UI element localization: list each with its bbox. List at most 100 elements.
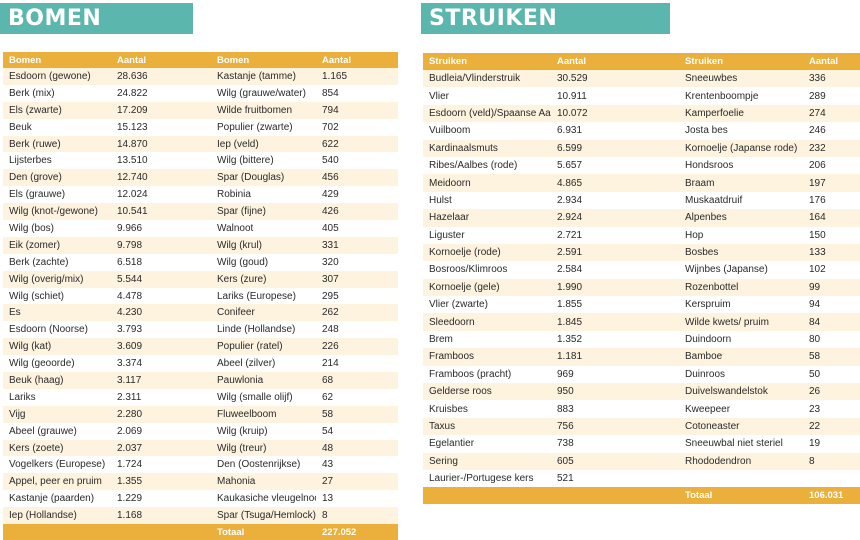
bomen-table-row: Lijsterbes 13.510 Wilg (bittere) 540: [3, 152, 398, 170]
struiken-table-row: Kardinaalsmuts 6.599 Kornoelje (Japanse ro…: [423, 139, 860, 157]
bomen-right-name-cell: Kaukasiche vleugelnoot: [211, 490, 316, 508]
struiken-right-name-cell: [679, 469, 803, 488]
bomen-right-name-cell: Kers (zure): [211, 270, 316, 288]
struiken-right-name-cell: Wilde kwets/ pruim: [679, 313, 803, 331]
struiken-table-row: Gelderse roos 950 Duivelswandelstok 26: [423, 383, 860, 401]
struiken-total-gap: [551, 487, 679, 505]
struiken-total-label: Totaal: [679, 487, 803, 505]
struiken-right-name-cell: Josta bes: [679, 122, 803, 140]
bomen-left-name-cell: Den (grove): [3, 169, 111, 187]
bomen-table-row: Kastanje (paarden) 1.229 Kaukasiche vleuge…: [3, 490, 398, 508]
struiken-right-count-cell: 150: [803, 226, 860, 244]
struiken-left-name-cell: Egelantier: [423, 435, 551, 453]
bomen-table-row: Vijg 2.280 Fluweelboom 58: [3, 405, 398, 423]
bomen-left-name-cell: Wilg (schiet): [3, 287, 111, 305]
struiken-right-count-cell: 197: [803, 174, 860, 192]
struiken-right-count-cell: 274: [803, 104, 860, 123]
struiken-right-name-cell: Cotoneaster: [679, 417, 803, 436]
bomen-left-count-cell: 4.230: [111, 304, 211, 322]
bomen-right-name-cell: Robinia: [211, 186, 316, 204]
struiken-table-row: Liguster 2.721 Hop 150: [423, 226, 860, 244]
struiken-right-count-cell: 58: [803, 348, 860, 366]
bomen-left-count-cell: 17.209: [111, 101, 211, 119]
struiken-left-name-cell: Framboos (pracht): [423, 365, 551, 384]
struiken-left-name-cell: Laurier-/Portugese kers: [423, 469, 551, 488]
bomen-left-name-cell: Kers (zoete): [3, 439, 111, 457]
bomen-left-count-cell: 3.117: [111, 372, 211, 389]
bomen-right-name-cell: Walnoot: [211, 220, 316, 237]
struiken-right-name-cell: Rhododendron: [679, 452, 803, 470]
struiken-left-count-cell: 1.845: [551, 313, 679, 331]
bomen-table-row: Wilg (geoorde) 3.374 Abeel (zilver) 214: [3, 355, 398, 373]
struiken-table-row: Egelantier 738 Sneeuwbal niet steriel 19: [423, 435, 860, 453]
struiken-right-count-cell: 176: [803, 191, 860, 210]
struiken-left-count-cell: 605: [551, 452, 679, 470]
struiken-right-name-cell: Wijnbes (Japanse): [679, 261, 803, 279]
struiken-table: Struiken Aantal Struiken Aantal Budleia/…: [423, 53, 860, 505]
struiken-right-count-cell: 164: [803, 209, 860, 227]
bomen-table: Bomen Aantal Bomen Aantal Esdoorn (gewon…: [3, 52, 398, 540]
bomen-right-name-cell: Wilg (bittere): [211, 152, 316, 170]
bomen-table-row: Es 4.230 Conifeer 262: [3, 304, 398, 322]
struiken-title: STRUIKEN GEPLANT: [421, 3, 670, 62]
bomen-left-count-cell: 13.510: [111, 152, 211, 170]
struiken-right-count-cell: 23: [803, 400, 860, 418]
bomen-right-count-cell: 622: [316, 135, 398, 153]
struiken-header-name: Struiken: [679, 53, 803, 70]
bomen-right-name-cell: Linde (Hollandse): [211, 321, 316, 339]
bomen-table-row: Wilg (kat) 3.609 Populier (ratel) 226: [3, 338, 398, 356]
struiken-right-name-cell: Sneeuwbes: [679, 70, 803, 88]
struiken-right-name-cell: Duinroos: [679, 365, 803, 384]
struiken-right-count-cell: 246: [803, 122, 860, 140]
bomen-right-count-cell: 307: [316, 270, 398, 288]
bomen-right-count-cell: 426: [316, 203, 398, 221]
struiken-table-row: Laurier-/Portugese kers 521: [423, 469, 860, 488]
bomen-left-name-cell: Abeel (grauwe): [3, 422, 111, 440]
bomen-right-name-cell: Mahonia: [211, 473, 316, 491]
struiken-left-name-cell: Kardinaalsmuts: [423, 139, 551, 157]
struiken-left-name-cell: Bosroos/Klimroos: [423, 261, 551, 279]
struiken-left-count-cell: 10.072: [551, 104, 679, 123]
bomen-left-count-cell: 2.311: [111, 388, 211, 406]
bomen-right-count-cell: 58: [316, 405, 398, 423]
bomen-right-count-cell: 226: [316, 338, 398, 356]
bomen-right-name-cell: Spar (Douglas): [211, 169, 316, 187]
struiken-header-row: Struiken Aantal Struiken Aantal: [423, 53, 860, 70]
bomen-right-name-cell: Iep (veld): [211, 135, 316, 153]
struiken-left-count-cell: 738: [551, 435, 679, 453]
bomen-right-name-cell: Abeel (zilver): [211, 355, 316, 373]
struiken-header-count: Aantal: [551, 53, 679, 70]
bomen-left-count-cell: 2.037: [111, 439, 211, 457]
struiken-right-name-cell: Alpenbes: [679, 209, 803, 227]
struiken-right-count-cell: 22: [803, 417, 860, 436]
struiken-left-count-cell: 1.990: [551, 278, 679, 297]
bomen-right-count-cell: 262: [316, 304, 398, 322]
bomen-right-count-cell: 429: [316, 186, 398, 204]
struiken-right-count-cell: 289: [803, 87, 860, 105]
struiken-right-count-cell: 19: [803, 435, 860, 453]
struiken-header-count: Aantal: [803, 53, 860, 70]
bomen-header-name: Bomen: [3, 52, 111, 68]
bomen-right-count-cell: 702: [316, 118, 398, 136]
struiken-left-count-cell: 2.721: [551, 226, 679, 244]
bomen-header-count: Aantal: [111, 52, 211, 68]
struiken-left-name-cell: Kruisbes: [423, 400, 551, 418]
bomen-rows: Esdoorn (gewone) 28.636 Kastanje (tamme) 1.…: [3, 68, 398, 525]
struiken-left-count-cell: 10.911: [551, 87, 679, 105]
struiken-right-name-cell: Kweepeer: [679, 400, 803, 418]
bomen-table-row: Lariks 2.311 Wilg (smalle olijf) 62: [3, 388, 398, 406]
struiken-left-name-cell: Vlier: [423, 87, 551, 105]
struiken-left-name-cell: Sleedoorn: [423, 313, 551, 331]
bomen-table-row: Wilg (overig/mix) 5.544 Kers (zure) 307: [3, 270, 398, 288]
bomen-left-name-cell: Vijg: [3, 405, 111, 423]
bomen-left-name-cell: Beuk: [3, 118, 111, 136]
struiken-table-row: Framboos 1.181 Bamboe 58: [423, 348, 860, 366]
bomen-left-name-cell: Appel, peer en pruim: [3, 473, 111, 491]
bomen-total-label: Totaal: [211, 524, 316, 540]
bomen-left-name-cell: Wilg (bos): [3, 220, 111, 237]
bomen-left-count-cell: 3.374: [111, 355, 211, 373]
struiken-left-name-cell: Budleia/Vlinderstruik: [423, 70, 551, 88]
struiken-table-row: Meidoorn 4.865 Braam 197: [423, 174, 860, 192]
struiken-left-name-cell: Hazelaar: [423, 209, 551, 227]
struiken-left-name-cell: Kornoelje (rode): [423, 243, 551, 262]
